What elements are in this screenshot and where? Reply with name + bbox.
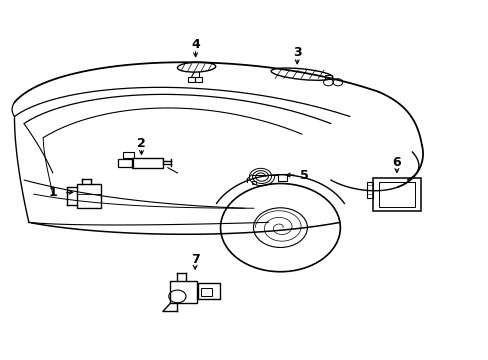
Bar [378,182,414,207]
Bar [123,152,134,158]
Bar [251,181,256,184]
Bar [132,158,163,168]
Text: 2: 2 [137,137,145,150]
Bar [195,77,202,82]
Text: 4: 4 [191,38,200,51]
Bar [278,174,286,181]
Bar [201,288,211,296]
Bar [170,280,196,303]
Bar [118,159,133,167]
Bar [324,75,331,79]
Text: 6: 6 [392,156,400,169]
Bar [187,77,195,82]
Bar [77,184,101,208]
Text: 3: 3 [292,46,301,59]
Bar [198,283,219,299]
Text: 1: 1 [48,186,57,199]
Bar [372,177,420,211]
Bar [366,182,373,198]
Text: 5: 5 [300,168,308,181]
Text: 7: 7 [190,253,199,266]
